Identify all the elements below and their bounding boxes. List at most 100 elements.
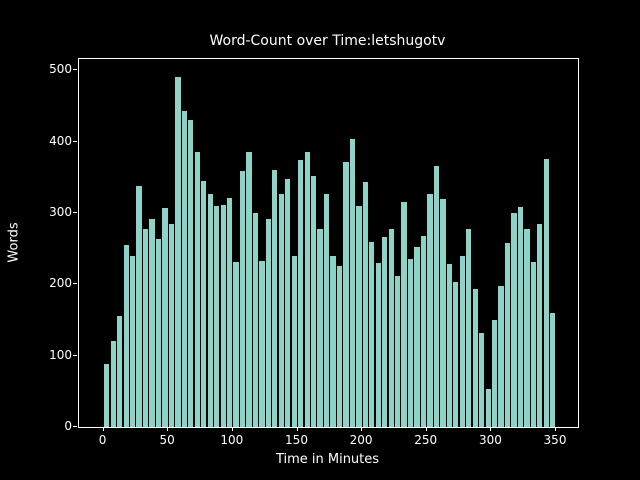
x-tick bbox=[555, 427, 556, 431]
bar bbox=[123, 244, 129, 427]
bar bbox=[239, 171, 246, 427]
y-tick-label: 0 bbox=[64, 419, 72, 433]
bar bbox=[136, 186, 142, 427]
bar bbox=[511, 212, 517, 427]
bar bbox=[285, 178, 291, 427]
bar bbox=[188, 120, 194, 427]
bar bbox=[336, 266, 343, 427]
bar bbox=[162, 207, 168, 427]
bar bbox=[459, 255, 465, 427]
bar bbox=[440, 198, 446, 427]
chart-title: Word-Count over Time:letshugotv bbox=[209, 33, 446, 49]
bar bbox=[349, 139, 356, 427]
bar bbox=[110, 341, 116, 427]
bar bbox=[472, 288, 478, 427]
bar bbox=[543, 158, 549, 427]
bar bbox=[433, 165, 440, 427]
bar bbox=[395, 275, 401, 427]
bar bbox=[343, 162, 349, 427]
bar bbox=[246, 152, 252, 427]
y-axis-label: Words bbox=[6, 222, 22, 263]
bar bbox=[466, 228, 472, 427]
bar bbox=[530, 262, 537, 427]
bar bbox=[298, 160, 304, 427]
bar bbox=[252, 212, 259, 427]
y-tick bbox=[73, 354, 77, 356]
bar bbox=[388, 229, 394, 427]
bar bbox=[278, 193, 284, 427]
y-tick bbox=[73, 211, 77, 213]
x-tick-label: 0 bbox=[98, 433, 107, 447]
bar bbox=[272, 170, 278, 427]
bar bbox=[104, 364, 110, 427]
bar bbox=[427, 193, 433, 427]
y-tick-label: 100 bbox=[49, 347, 72, 362]
x-tick-label: 100 bbox=[220, 433, 244, 447]
bar bbox=[485, 389, 491, 427]
x-tick bbox=[102, 427, 104, 431]
bar bbox=[498, 285, 504, 427]
bar bbox=[304, 152, 310, 427]
bar bbox=[317, 228, 323, 427]
bar bbox=[414, 247, 420, 427]
bar bbox=[168, 223, 175, 427]
bar bbox=[175, 77, 181, 427]
bar bbox=[194, 152, 200, 427]
bar bbox=[375, 262, 381, 427]
bar bbox=[149, 218, 155, 427]
bar bbox=[181, 110, 187, 427]
bar bbox=[537, 224, 543, 427]
x-tick-label: 300 bbox=[478, 433, 502, 447]
bar bbox=[117, 316, 123, 427]
x-tick bbox=[296, 427, 298, 431]
bar bbox=[201, 180, 207, 427]
bar bbox=[362, 182, 368, 427]
bar bbox=[446, 263, 452, 427]
bars-container bbox=[79, 59, 578, 427]
x-tick-label: 200 bbox=[349, 433, 373, 447]
y-tick-label: 200 bbox=[49, 276, 72, 291]
bar bbox=[142, 228, 149, 427]
x-tick bbox=[167, 427, 169, 431]
x-tick bbox=[361, 427, 363, 431]
bar bbox=[226, 197, 233, 427]
y-tick bbox=[73, 140, 77, 142]
y-tick-label: 500 bbox=[49, 62, 72, 77]
bar bbox=[259, 261, 265, 427]
y-tick-label: 400 bbox=[49, 133, 72, 148]
bar bbox=[214, 205, 220, 427]
y-tick bbox=[73, 283, 77, 285]
x-tick bbox=[231, 427, 233, 431]
bar bbox=[311, 175, 317, 427]
bar bbox=[517, 207, 524, 427]
bar bbox=[524, 228, 530, 427]
y-tick bbox=[73, 426, 77, 427]
x-tick-label: 50 bbox=[159, 433, 175, 447]
bar bbox=[233, 262, 239, 427]
x-axis-label: Time in Minutes bbox=[275, 452, 380, 467]
x-tick-label: 150 bbox=[285, 433, 308, 447]
bar bbox=[407, 258, 414, 427]
bar bbox=[265, 218, 271, 427]
x-tick-label: 350 bbox=[543, 433, 567, 447]
bar bbox=[356, 205, 362, 427]
x-tick bbox=[490, 427, 492, 431]
x-tick-label: 250 bbox=[414, 433, 438, 447]
bar bbox=[330, 255, 336, 427]
bar bbox=[291, 255, 297, 427]
bar bbox=[130, 255, 136, 427]
bar bbox=[207, 193, 213, 427]
bar bbox=[382, 237, 388, 427]
bar bbox=[420, 235, 427, 427]
x-tick bbox=[425, 427, 427, 431]
plot-area bbox=[78, 58, 579, 428]
bar bbox=[491, 319, 498, 427]
bar bbox=[453, 282, 459, 427]
bar bbox=[504, 242, 511, 427]
bar bbox=[479, 333, 485, 427]
bar bbox=[323, 193, 330, 427]
bar bbox=[369, 242, 375, 427]
bar bbox=[155, 239, 162, 427]
bar bbox=[550, 312, 556, 427]
